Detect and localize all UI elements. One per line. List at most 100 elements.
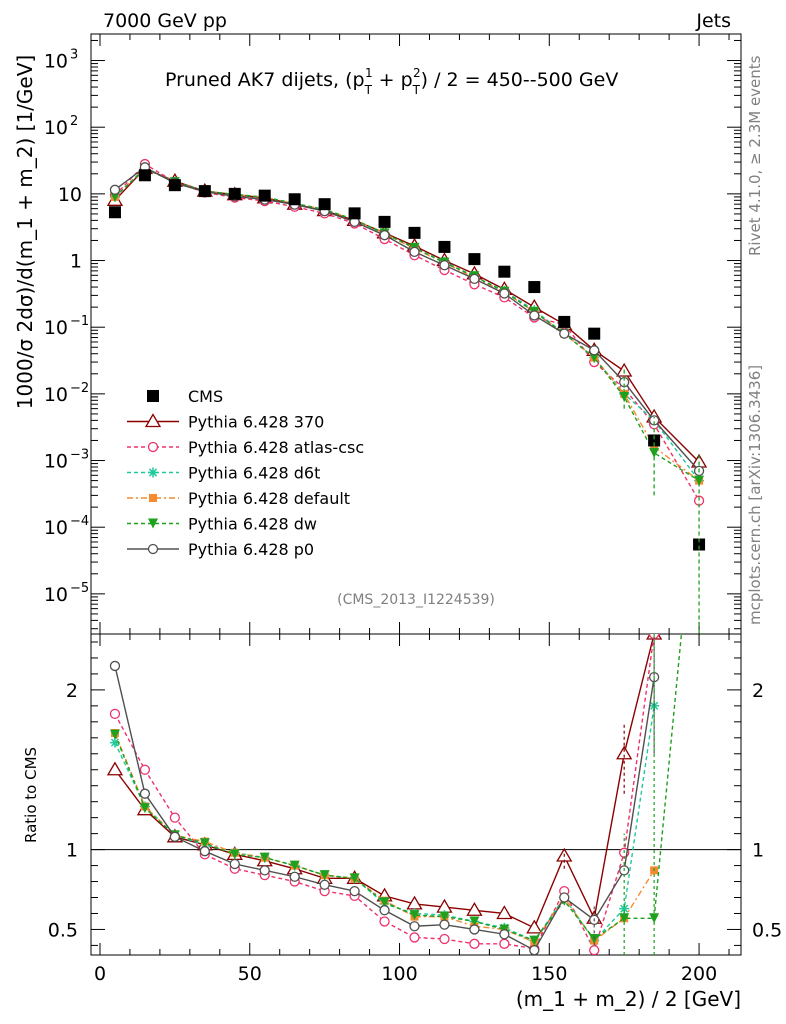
main-series-line xyxy=(114,167,700,482)
ratio-series-point xyxy=(589,945,600,955)
ratio-series-point xyxy=(469,924,480,935)
rivet-label: Rivet 4.1.0, ≥ 2.3M events xyxy=(746,55,764,256)
y-tick-label: 10 xyxy=(44,51,68,73)
ratio-axes: 0 50 100 150 200 0.5 0.5 1 1 2 2 xyxy=(48,634,782,985)
y-tick-label: 10 xyxy=(44,117,68,139)
ratio-series-point xyxy=(169,812,181,823)
legend-item: Pythia 6.428 d6t xyxy=(127,464,320,483)
ratio-series-point xyxy=(616,745,633,760)
cms-data-point xyxy=(378,215,391,228)
y-axis-label-main: 1000/σ 2dσ)/d(m_1 + m_2) [1/GeV] xyxy=(13,55,37,409)
main-series-point xyxy=(589,345,600,356)
y-tick-exponent: −4 xyxy=(70,514,89,529)
cms-data-point xyxy=(468,253,481,266)
legend-marker xyxy=(147,543,159,555)
ratio-series-point xyxy=(469,938,480,949)
ratio-series-point xyxy=(379,905,390,916)
ratio-series-point xyxy=(319,870,330,881)
y-axis-label-ratio: Ratio to CMS xyxy=(22,747,40,843)
main-plot-area xyxy=(106,158,708,634)
analysis-id: (CMS_2013_I1224539) xyxy=(337,592,495,608)
ratio-series-point xyxy=(259,852,270,863)
legend-label: Pythia 6.428 p0 xyxy=(188,540,314,559)
legend-marker xyxy=(149,494,157,502)
y-tick-label: 10 xyxy=(58,184,82,206)
y-tick-label: 10 xyxy=(44,451,68,473)
ratio-series-point xyxy=(529,935,540,946)
ratio-series-point xyxy=(319,879,330,890)
ratio-plot-area xyxy=(106,634,683,955)
ratio-series-point xyxy=(259,865,270,876)
x-axis-label: (m_1 + m_2) / 2 [GeV] xyxy=(516,987,741,1011)
main-series-point xyxy=(439,260,450,271)
cms-data-point xyxy=(528,281,541,294)
ratio-series-point xyxy=(289,871,300,882)
ratio-series-point xyxy=(379,897,390,908)
cms-data-point xyxy=(228,187,241,200)
legend-item: CMS xyxy=(147,387,223,406)
ratio-series-point xyxy=(526,919,543,934)
y-tick-exponent: 3 xyxy=(70,48,78,63)
legend-label: Pythia 6.428 dw xyxy=(188,515,317,534)
legend-marker xyxy=(148,467,158,478)
y-tick-exponent: −3 xyxy=(70,448,89,463)
cms-data-point xyxy=(498,265,511,278)
main-series-point xyxy=(694,475,705,486)
legend-marker xyxy=(147,390,159,402)
legend: CMS Pythia 6.428 370 Pythia 6.428 atlas-cs… xyxy=(127,387,364,559)
ratio-series-point xyxy=(229,849,240,860)
cms-data-point xyxy=(408,226,421,239)
y-tick-label: 1 xyxy=(70,251,82,273)
ratio-series-point xyxy=(109,660,121,672)
ratio-series-point xyxy=(109,708,121,720)
cms-data-point xyxy=(558,315,571,328)
ratio-series-line xyxy=(114,634,655,929)
main-series-point xyxy=(109,184,121,195)
legend-label: Pythia 6.428 370 xyxy=(188,413,324,432)
ratio-series-point xyxy=(409,910,420,921)
ratio-series-point xyxy=(199,838,210,849)
legend-item: Pythia 6.428 default xyxy=(127,489,350,508)
cms-data-point xyxy=(138,169,151,182)
cms-data-point xyxy=(438,240,451,253)
legend-label: CMS xyxy=(188,387,223,406)
y-tick-exponent: −2 xyxy=(70,381,89,396)
ratio-series-point xyxy=(619,903,630,914)
x-tick-label: 50 xyxy=(238,963,262,985)
ratio-series-point xyxy=(109,737,120,748)
ratio-series-point xyxy=(469,916,480,927)
ratio-series-point xyxy=(139,764,151,775)
legend-label: Pythia 6.428 atlas-csc xyxy=(188,438,364,457)
main-series-point xyxy=(619,391,630,402)
main-series-point xyxy=(529,310,540,321)
legend-marker xyxy=(147,441,159,453)
main-series-group xyxy=(106,158,708,634)
ratio-panel-frame xyxy=(90,633,742,956)
cms-data-point xyxy=(108,206,121,219)
main-series-point xyxy=(499,288,510,299)
cms-data-point xyxy=(258,189,271,202)
main-series-line xyxy=(114,167,700,482)
header-left: 7000 GeV pp xyxy=(103,10,227,32)
x-tick-label: 0 xyxy=(94,963,106,985)
ratio-series-point xyxy=(559,892,570,903)
ratio-series-point xyxy=(349,873,360,884)
cms-data-point xyxy=(648,434,661,447)
legend-marker xyxy=(144,413,162,428)
main-series-point xyxy=(650,442,659,451)
ratio-series-point xyxy=(439,911,450,922)
y-tick-label: 10 xyxy=(44,317,68,339)
ratio-series-point xyxy=(409,932,420,943)
main-series-point xyxy=(379,230,390,241)
legend-marker xyxy=(148,518,158,529)
ratio-series-point xyxy=(499,938,510,949)
ratio-series-point xyxy=(139,803,150,814)
ratio-series-point xyxy=(229,858,240,870)
legend-item: Pythia 6.428 p0 xyxy=(127,540,314,559)
x-tick-label: 150 xyxy=(531,963,567,985)
ratio-series-point xyxy=(106,761,124,776)
legend-item: Pythia 6.428 370 xyxy=(127,413,324,432)
y-tick-exponent: −5 xyxy=(70,581,89,596)
